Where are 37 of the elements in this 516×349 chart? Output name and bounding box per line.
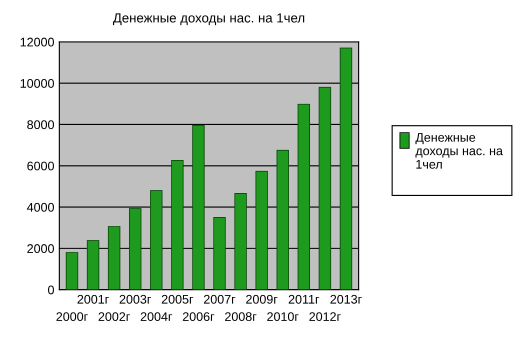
x-tick-label: 2012г bbox=[309, 312, 341, 322]
x-tick-label: 2006г bbox=[182, 312, 214, 322]
x-tick-label: 2003г bbox=[120, 294, 152, 304]
bar bbox=[108, 226, 120, 290]
bar bbox=[129, 208, 142, 290]
x-tick-label: 2010г bbox=[267, 312, 299, 322]
y-tick-label: 10000 bbox=[20, 78, 54, 88]
y-tick-label: 8000 bbox=[27, 120, 54, 130]
x-tick-label: 2007г bbox=[204, 294, 236, 304]
bar bbox=[150, 190, 163, 290]
y-tick-label: 12000 bbox=[20, 38, 54, 47]
x-tick-label: 2004г bbox=[140, 312, 172, 322]
x-tick-label: 2002г bbox=[98, 312, 130, 322]
bar bbox=[86, 240, 100, 290]
bar bbox=[213, 216, 226, 290]
legend-label: Денежные доходы нас. на 1чел bbox=[415, 133, 503, 169]
bar bbox=[276, 150, 289, 290]
bar bbox=[66, 252, 78, 290]
bar bbox=[298, 104, 310, 290]
x-tick-label: 2009г bbox=[246, 294, 278, 304]
bar bbox=[192, 124, 205, 290]
x-tick-label: 2008г bbox=[225, 312, 256, 322]
x-tick-label: 2001г bbox=[78, 294, 109, 304]
y-tick-label: 4000 bbox=[26, 202, 54, 212]
bar bbox=[171, 160, 184, 290]
y-tick-label: 6000 bbox=[27, 162, 54, 170]
x-tick-label: 2013г bbox=[330, 294, 362, 304]
x-tick-label: 2000г bbox=[56, 312, 88, 322]
bar bbox=[340, 48, 352, 290]
x-tick-label: 2005г bbox=[162, 294, 194, 304]
y-tick-label: 0 bbox=[48, 285, 54, 294]
x-tick-label: 2011г bbox=[288, 294, 320, 304]
chart-title: Денежные доходы нас. на 1чел bbox=[112, 13, 304, 26]
bar bbox=[318, 86, 332, 290]
bar bbox=[234, 193, 247, 290]
bar bbox=[255, 170, 268, 290]
y-tick-label: 2000 bbox=[27, 244, 54, 254]
